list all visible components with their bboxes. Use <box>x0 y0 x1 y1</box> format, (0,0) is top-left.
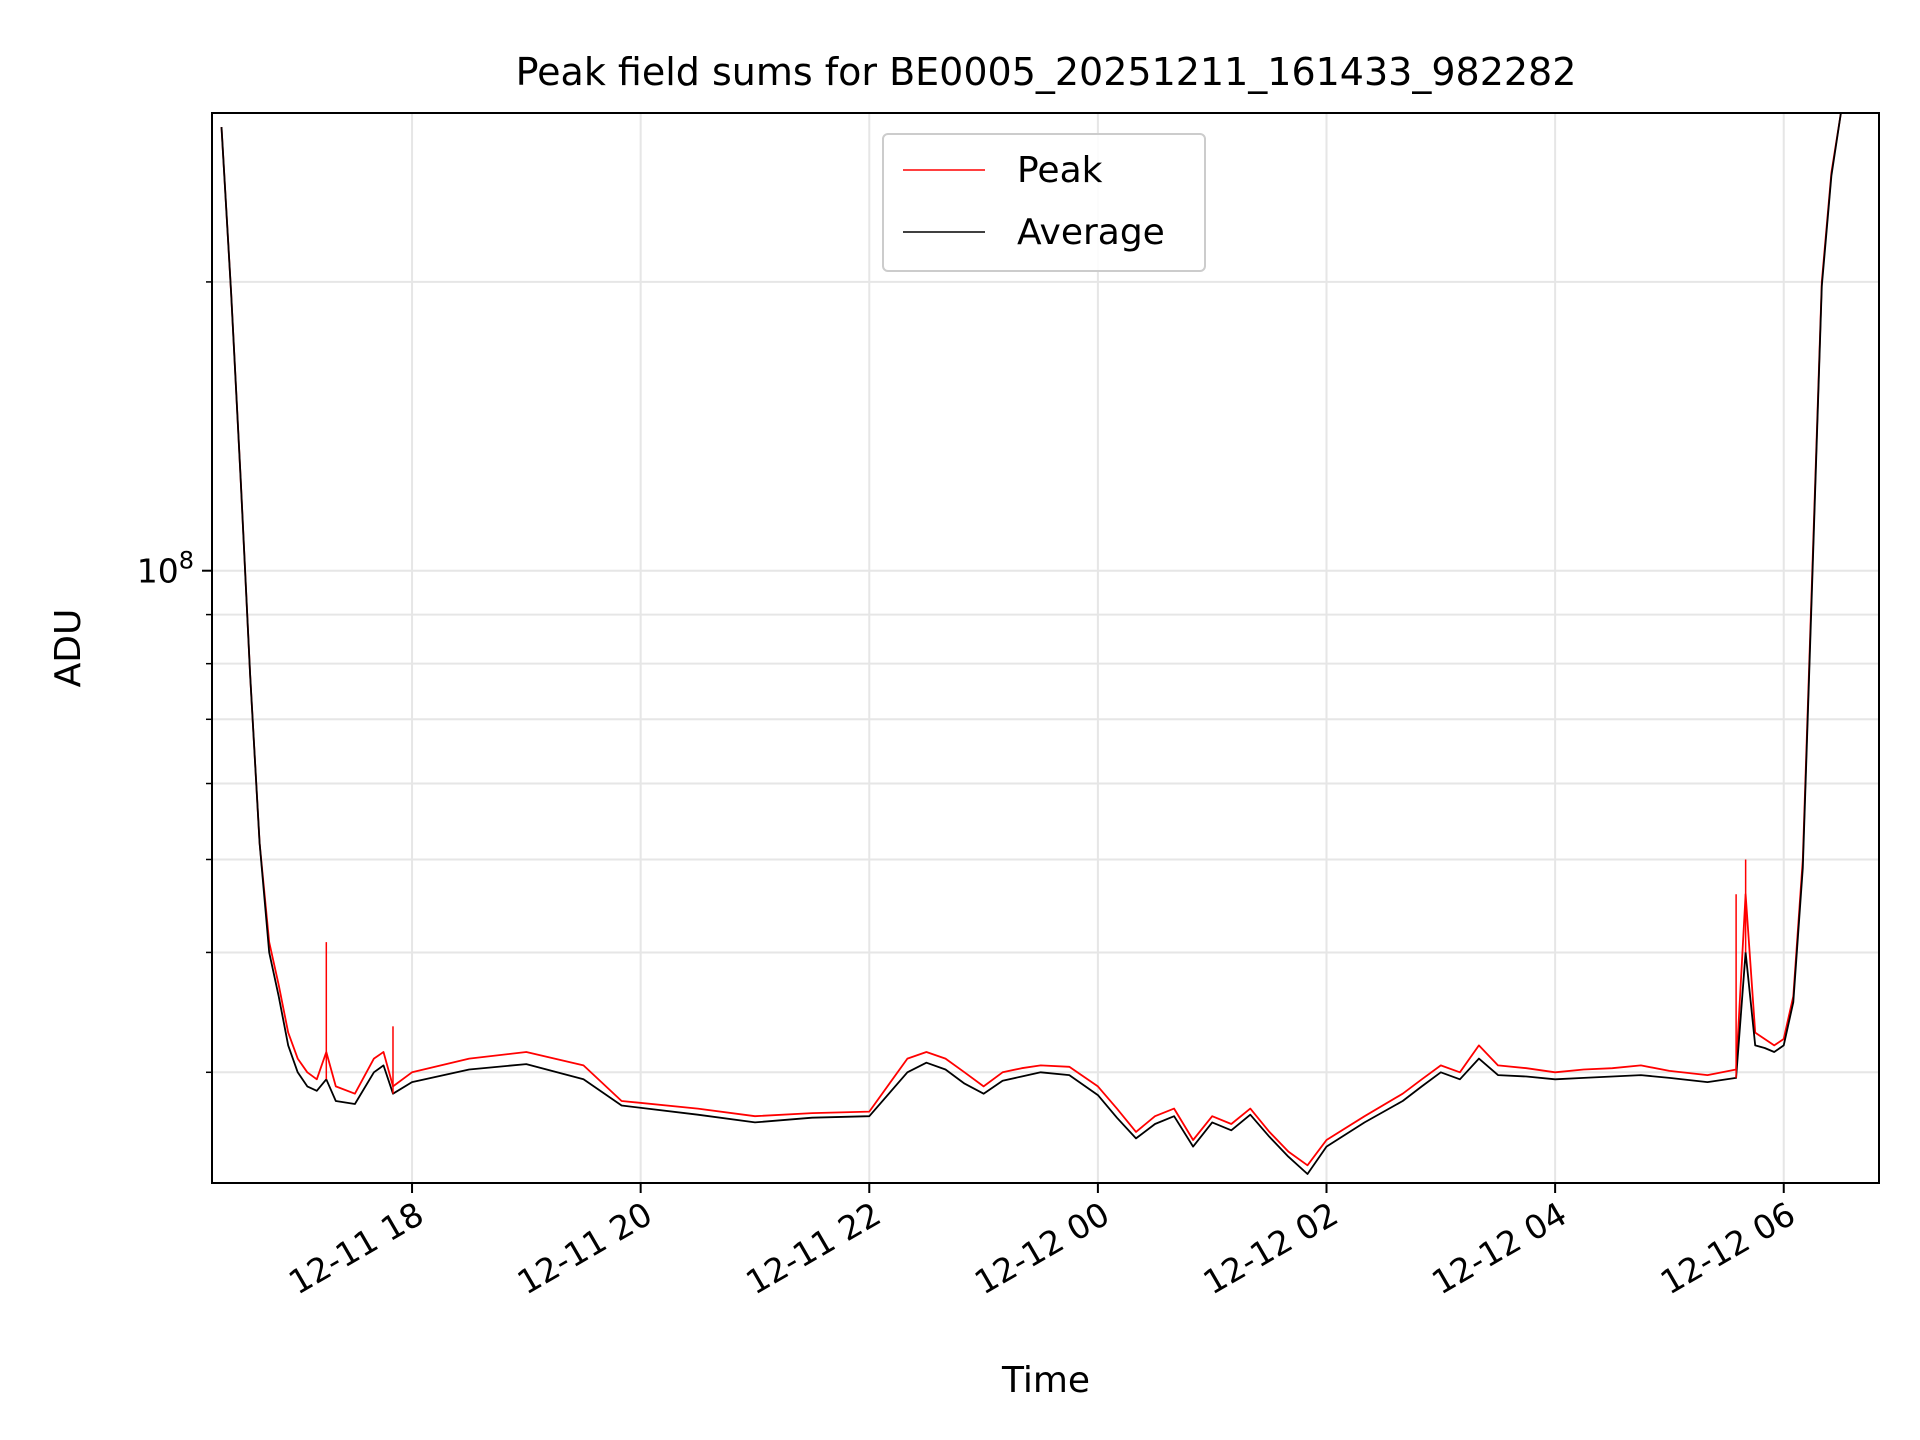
plot-frame <box>211 112 1880 1184</box>
y-axis-label: ADU <box>48 609 89 688</box>
series-line-peak <box>220 113 1870 1167</box>
chart-title: Peak field sums for BE0005_20251211_1614… <box>516 50 1577 94</box>
grid <box>212 113 1879 1183</box>
series-line-average <box>220 113 1870 1175</box>
y-tick-label-0: 108 <box>137 547 194 591</box>
legend-label-peak: Peak <box>1017 150 1103 191</box>
x-axis-label: Time <box>1001 1360 1090 1401</box>
legend-box <box>882 133 1206 272</box>
y-axis-ticks: 108 <box>137 281 212 1074</box>
legend: Peak Average <box>882 133 1206 272</box>
series-lines <box>220 113 1870 1175</box>
legend-label-average: Average <box>1017 212 1165 253</box>
